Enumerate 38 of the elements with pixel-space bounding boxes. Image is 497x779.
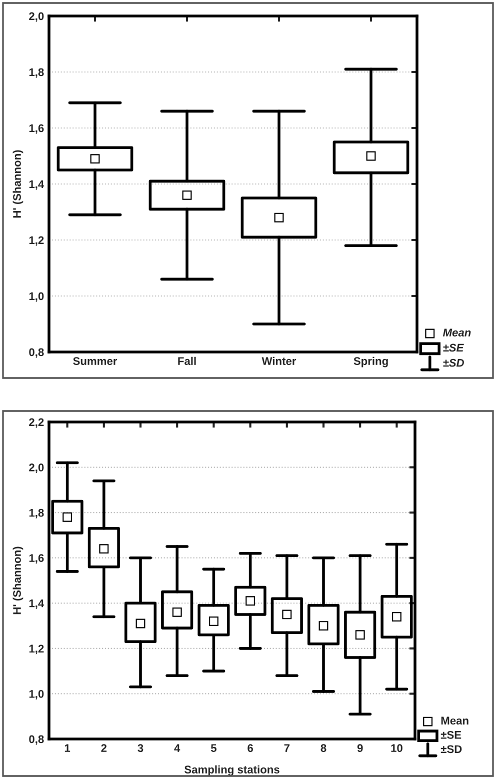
y-axis-title: H' (Shannon): [12, 150, 24, 218]
y-tick-label: 1,8: [29, 68, 44, 78]
y-tick-label: 0,8: [29, 735, 44, 745]
x-tick-label: Spring: [354, 356, 388, 368]
y-tick-label: 1,0: [29, 292, 44, 302]
x-tick-label: 5: [210, 744, 216, 752]
x-tick-label: 4: [174, 744, 180, 752]
y-tick-label: 1,2: [29, 644, 44, 654]
y-tick-label: 1,6: [29, 554, 44, 564]
y-tick-label: 1,8: [29, 508, 44, 518]
y-tick-label: 0,8: [29, 348, 44, 358]
x-axis-title: Sampling stations: [184, 765, 280, 776]
y-tick-label: 2,0: [29, 12, 44, 22]
x-tick-label: Summer: [73, 357, 118, 366]
x-tick-label: Fall: [178, 356, 196, 366]
y-tick-label: 1,4: [29, 180, 44, 190]
x-tick-label: 1: [64, 744, 70, 752]
y-tick-label: 1,4: [29, 600, 44, 609]
x-tick-label: 7: [284, 744, 290, 752]
y-tick-label: 1,0: [29, 690, 44, 700]
text: ±SD: [443, 358, 464, 367]
y-tick-label: 2,2: [29, 418, 44, 428]
text: ±SD: [440, 745, 462, 754]
y-tick-label: 2,0: [29, 464, 44, 474]
y-tick-label: 1,2: [29, 236, 44, 246]
text: Mean: [442, 328, 471, 337]
x-tick-label: 3: [138, 744, 144, 752]
text: ±SE: [440, 730, 462, 739]
text: ±SE: [443, 344, 464, 352]
x-tick-label: 10: [391, 744, 402, 752]
x-tick-label: 2: [101, 744, 107, 752]
text: Mean: [441, 716, 468, 725]
x-tick-label: 9: [357, 744, 363, 752]
y-tick-label: 1,6: [29, 124, 44, 134]
x-tick-label: 8: [320, 744, 326, 752]
x-tick-label: Winter: [262, 356, 296, 366]
y-axis-title: H' (Shannon): [12, 546, 24, 614]
x-tick-label: 6: [248, 744, 253, 752]
